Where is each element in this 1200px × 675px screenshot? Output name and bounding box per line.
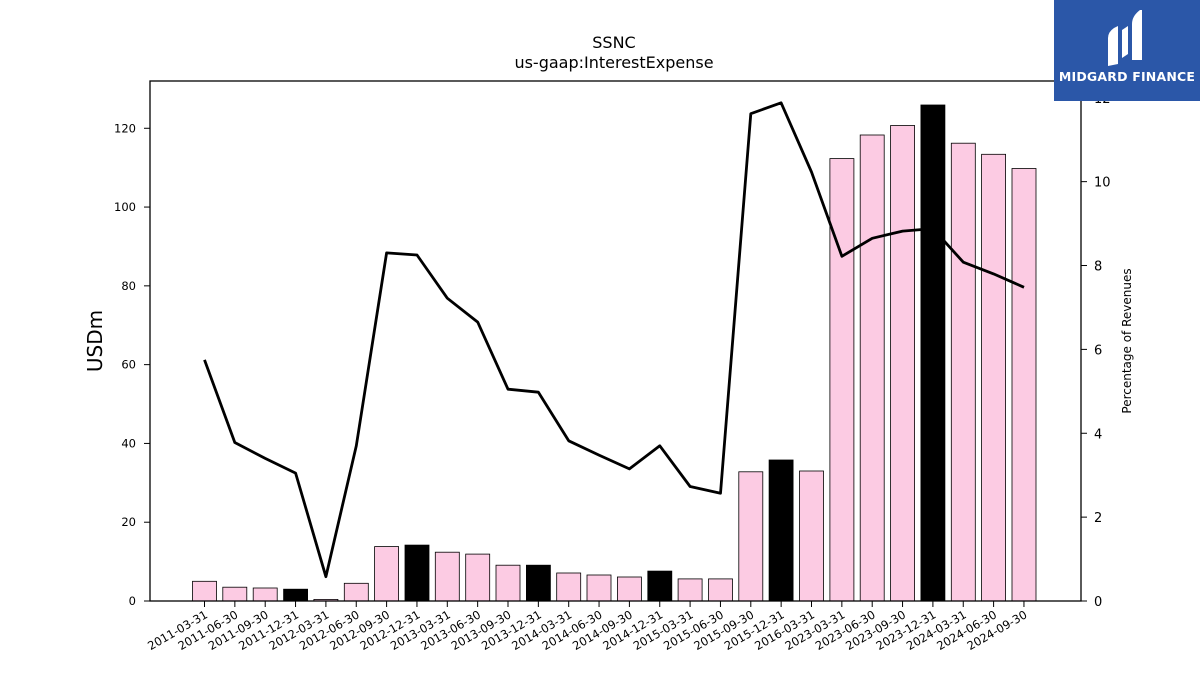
y-axis-right: 024681012 xyxy=(1081,92,1111,610)
y2-tick-label: 2 xyxy=(1094,511,1102,526)
bar xyxy=(222,586,248,602)
bar xyxy=(829,158,855,602)
chart-subtitle: us-gaap:InterestExpense xyxy=(514,53,713,72)
y-tick-label: 120 xyxy=(114,121,136,135)
bar xyxy=(495,564,521,602)
bars-group xyxy=(192,104,1037,602)
bar xyxy=(556,572,582,602)
y-tick-label: 40 xyxy=(121,436,136,450)
bar xyxy=(434,551,460,602)
bar xyxy=(890,125,915,602)
y2-tick-label: 4 xyxy=(1094,427,1102,442)
y-tick-label: 20 xyxy=(121,515,136,529)
bar xyxy=(647,570,673,602)
logo-mark-icon xyxy=(1108,10,1142,66)
y2-tick-label: 0 xyxy=(1094,595,1102,610)
bar xyxy=(586,574,612,602)
bar xyxy=(465,553,491,602)
line-group xyxy=(203,101,1025,579)
y2-tick-label: 6 xyxy=(1094,343,1102,358)
bar xyxy=(677,578,703,602)
series-line xyxy=(203,101,1025,579)
logo-text: MIDGARD FINANCE xyxy=(1058,69,1196,84)
bar xyxy=(799,470,824,602)
bar xyxy=(708,578,733,602)
bar xyxy=(950,142,976,602)
y-axis-left: 0 20 40 60 80 100 120 xyxy=(114,121,150,608)
bar xyxy=(920,104,946,602)
bar xyxy=(343,582,369,602)
bar xyxy=(617,576,642,602)
y-tick-label: 100 xyxy=(114,200,136,214)
bar xyxy=(404,544,430,602)
y2-tick-label: 10 xyxy=(1094,176,1111,191)
y-tick-label: 80 xyxy=(121,279,136,293)
bar xyxy=(859,134,885,602)
y2-axis-label: Percentage of Revenues xyxy=(1120,268,1134,413)
y-tick-label: 0 xyxy=(129,594,136,608)
bar xyxy=(192,580,217,602)
midgard-finance-logo: MIDGARD FINANCE xyxy=(1054,0,1200,101)
bar xyxy=(1011,168,1037,602)
bar xyxy=(768,459,794,602)
chart-title: SSNC xyxy=(592,33,635,52)
x-axis: 2011-03-312011-06-302011-09-302011-12-31… xyxy=(145,601,1029,653)
y-axis-label: USDm xyxy=(83,310,107,372)
bar xyxy=(252,587,278,602)
bar xyxy=(981,153,1006,602)
plot-frame xyxy=(149,80,1082,602)
y-tick-label: 60 xyxy=(121,358,136,372)
y2-tick-label: 8 xyxy=(1094,260,1102,275)
bar xyxy=(283,588,309,602)
bar xyxy=(738,471,764,602)
bar xyxy=(374,546,400,602)
bar xyxy=(526,564,551,602)
